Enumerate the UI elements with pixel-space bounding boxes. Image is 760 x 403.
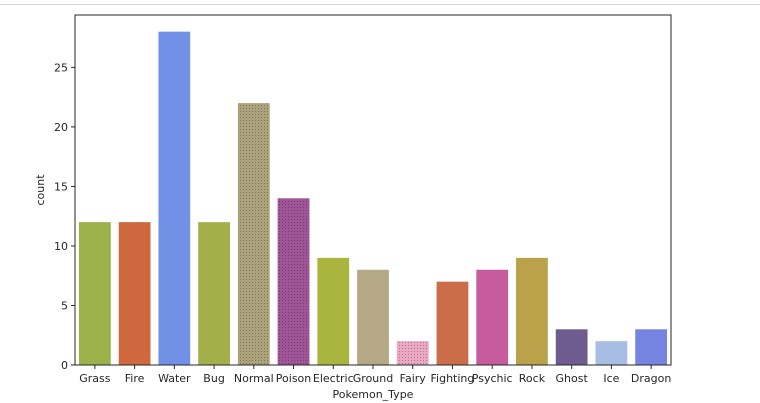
x-tick-label-ground: Ground	[353, 372, 393, 385]
bar-ghost	[555, 329, 588, 365]
y-axis-label: count	[34, 174, 47, 206]
bar-texture-poison	[277, 198, 310, 365]
x-tick-label-psychic: Psychic	[472, 372, 513, 385]
x-tick-label-poison: Poison	[276, 372, 311, 385]
x-tick-label-bug: Bug	[203, 372, 225, 385]
bar-psychic	[476, 269, 509, 365]
top-divider	[0, 4, 760, 5]
x-tick-label-ice: Ice	[603, 372, 619, 385]
x-tick-label-fighting: Fighting	[431, 372, 475, 385]
bar-rock	[516, 257, 548, 365]
bar-bug	[198, 222, 230, 365]
x-tick-label-grass: Grass	[79, 372, 111, 385]
x-tick-label-fire: Fire	[125, 372, 145, 385]
bar-grass	[78, 222, 111, 365]
x-tick-label-fairy: Fairy	[400, 372, 427, 385]
x-axis-label: Pokemon_Type	[333, 388, 414, 401]
y-tick-label-20: 20	[54, 121, 68, 134]
axes-layer	[71, 14, 672, 369]
y-tick-label-0: 0	[61, 359, 68, 372]
x-tick-label-normal: Normal	[234, 372, 274, 385]
bar-electric	[317, 257, 350, 365]
x-tick-label-dragon: Dragon	[631, 372, 671, 385]
bar-fire	[118, 222, 151, 365]
bars-layer	[78, 31, 668, 365]
x-tick-label-electric: Electric	[313, 372, 354, 385]
y-tick-label-10: 10	[54, 240, 68, 253]
bar-texture-normal	[237, 103, 270, 365]
y-tick-label-5: 5	[61, 299, 68, 312]
x-tick-label-ghost: Ghost	[556, 372, 589, 385]
bar-fighting	[436, 281, 469, 365]
bar-texture-fairy	[396, 341, 429, 365]
plot-frame	[74, 14, 672, 366]
bar-dragon	[635, 329, 668, 365]
labels-layer: Pokemon_Type count Grass Fire Water Bug Norm…	[34, 61, 671, 401]
y-tick-label-15: 15	[54, 180, 68, 193]
bar-water	[158, 31, 191, 365]
bar-ice	[595, 341, 628, 365]
x-tick-label-water: Water	[158, 372, 191, 385]
x-tick-label-rock: Rock	[519, 372, 546, 385]
y-tick-label-25: 25	[54, 61, 68, 74]
bar-ground	[357, 269, 389, 365]
